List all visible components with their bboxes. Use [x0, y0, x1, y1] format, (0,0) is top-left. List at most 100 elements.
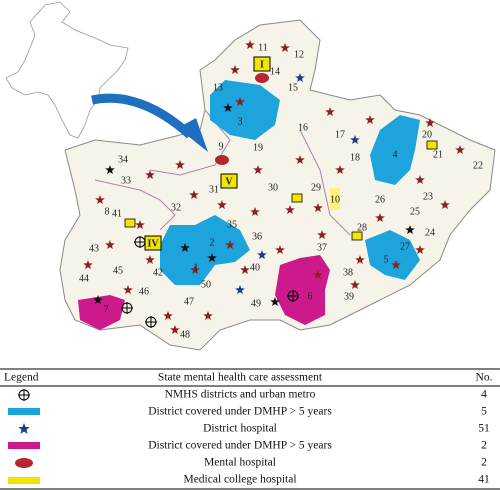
district-label: 34 — [118, 154, 128, 165]
district-hospital — [230, 65, 240, 74]
district-label: 22 — [473, 160, 483, 171]
district-label: 48 — [180, 329, 190, 340]
district-label: 30 — [268, 182, 278, 193]
legend-count: 2 — [481, 440, 487, 452]
district-hospital — [391, 260, 401, 269]
district-label: 49 — [251, 298, 261, 309]
district-hospital — [189, 190, 199, 199]
india-outline — [5, 1, 129, 139]
division-boundary — [94, 109, 351, 241]
district-hospital — [365, 115, 375, 124]
district-label: 36 — [252, 231, 262, 242]
legend-icon — [8, 389, 40, 484]
district-hospital — [295, 155, 305, 164]
college-box — [124, 218, 136, 228]
district-hospital — [355, 255, 365, 264]
college-box — [220, 173, 238, 189]
district-hospital — [175, 160, 185, 169]
hospital-label: IV — [147, 238, 159, 249]
district-label: 5 — [384, 254, 389, 265]
legend-description: District covered under DMHP > 5 years — [148, 406, 332, 418]
college-box — [291, 193, 303, 203]
district-hospital — [180, 243, 190, 252]
header: State mental health care assessment — [158, 372, 323, 384]
dmhp-region-magenta — [78, 295, 125, 330]
legend-count: 41 — [478, 474, 490, 486]
college-box — [426, 140, 438, 150]
college-box — [144, 235, 162, 251]
district-label: 24 — [425, 227, 435, 238]
district-hospital — [313, 270, 323, 279]
district-label: 43 — [89, 243, 99, 254]
district-label: 25 — [410, 206, 420, 217]
legend-count: 2 — [481, 457, 487, 469]
district-label: 7 — [104, 304, 109, 315]
district-label: 42 — [153, 267, 163, 278]
district-label: 46 — [139, 286, 149, 297]
district-hospital — [257, 250, 267, 259]
district-label: 33 — [121, 175, 131, 186]
district-label: 15 — [288, 82, 298, 93]
mental-hospital — [215, 155, 229, 165]
district-label: 29 — [311, 182, 321, 193]
district-label: 26 — [375, 194, 385, 205]
district-label: 2 — [210, 237, 215, 248]
district-label: 9 — [219, 141, 224, 152]
district-hospital — [225, 240, 235, 249]
legend-count: 51 — [478, 423, 490, 435]
district-hospital — [145, 170, 155, 179]
district-hospital — [235, 97, 245, 106]
district-hospital — [253, 165, 263, 174]
legend-description: District covered under DMHP > 5 years — [148, 440, 332, 452]
district-hospital — [280, 43, 290, 52]
district-hospital — [123, 285, 133, 294]
district-hospital — [295, 73, 305, 82]
district-hospital — [95, 195, 105, 204]
district-hospital — [235, 285, 245, 294]
district-label: 10 — [330, 194, 340, 205]
hospital-label: I — [260, 59, 264, 70]
district-hospital — [335, 165, 345, 174]
district-label: 16 — [298, 122, 308, 133]
district-hospital — [145, 255, 155, 264]
district-hospital — [325, 107, 335, 116]
dmhp-region — [160, 215, 250, 285]
district-label: 3 — [238, 116, 243, 127]
district-label: 20 — [422, 129, 432, 140]
district-label: 32 — [171, 202, 181, 213]
district-label: 39 — [344, 291, 354, 302]
district-hospital — [350, 135, 360, 144]
header: No. — [476, 372, 493, 384]
legend-description: NMHS districts and urban metro — [165, 389, 316, 401]
arrow-head — [178, 118, 208, 152]
district-label: 23 — [423, 191, 433, 202]
district-label: 47 — [184, 296, 194, 307]
dmhp-region — [365, 230, 420, 280]
legend-description: District hospital — [203, 423, 277, 435]
district-hospital — [285, 205, 295, 214]
district-hospital — [93, 295, 103, 304]
district-hospital — [163, 311, 173, 320]
district-label: 8 — [105, 206, 110, 217]
district-label: 21 — [433, 149, 443, 160]
district-label: 28 — [357, 222, 367, 233]
district-hospital — [135, 220, 145, 229]
district-label: 18 — [350, 152, 360, 163]
legend-count: 5 — [481, 406, 487, 418]
district-label: 1 — [194, 262, 199, 273]
district-hospital — [317, 230, 327, 239]
district-hospital — [313, 203, 323, 212]
district-label: 41 — [112, 208, 122, 219]
district-hospital — [250, 207, 260, 216]
district-hospital — [190, 265, 200, 274]
district-hospital — [245, 40, 255, 49]
district-hospital — [270, 297, 280, 306]
legend-table: Legend State mental health care assessme… — [0, 368, 500, 490]
district-label: 35 — [227, 219, 237, 230]
college-box — [253, 56, 271, 72]
legend-description: Mental hospital — [204, 457, 276, 469]
district-label: 31 — [209, 184, 219, 195]
district-hospital — [223, 103, 233, 112]
